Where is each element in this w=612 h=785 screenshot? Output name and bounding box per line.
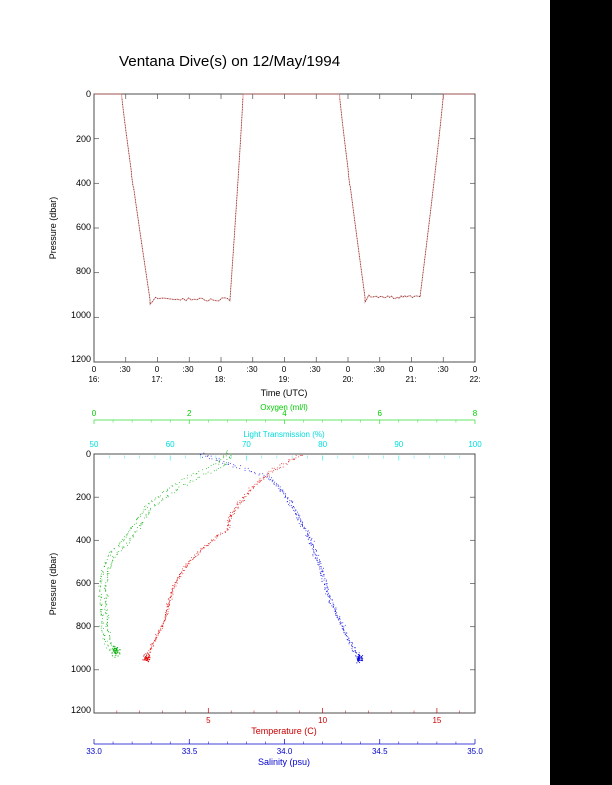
svg-text:34.0: 34.0 bbox=[277, 747, 293, 756]
svg-text:21:: 21: bbox=[405, 375, 416, 384]
svg-text:10: 10 bbox=[318, 716, 327, 725]
svg-text:400: 400 bbox=[76, 178, 91, 188]
svg-text:2: 2 bbox=[187, 409, 192, 418]
svg-text:200: 200 bbox=[76, 134, 91, 144]
svg-text:17:: 17: bbox=[151, 375, 162, 384]
svg-text:Pressure (dbar): Pressure (dbar) bbox=[48, 197, 58, 260]
svg-text::30: :30 bbox=[309, 365, 321, 374]
svg-text:33.5: 33.5 bbox=[182, 747, 198, 756]
svg-text:0: 0 bbox=[409, 365, 414, 374]
svg-text:8: 8 bbox=[473, 409, 478, 418]
svg-text:Salinity (psu): Salinity (psu) bbox=[258, 757, 310, 767]
svg-text:35.0: 35.0 bbox=[467, 747, 483, 756]
svg-text:0: 0 bbox=[282, 365, 287, 374]
svg-text:600: 600 bbox=[76, 578, 91, 588]
svg-text:Time (UTC): Time (UTC) bbox=[261, 388, 308, 398]
svg-text::30: :30 bbox=[246, 365, 258, 374]
svg-text:0: 0 bbox=[473, 365, 478, 374]
svg-text:90: 90 bbox=[394, 440, 403, 449]
svg-text:800: 800 bbox=[76, 266, 91, 276]
svg-text:600: 600 bbox=[76, 222, 91, 232]
svg-text:19:: 19: bbox=[278, 375, 289, 384]
svg-text:Pressure (dbar): Pressure (dbar) bbox=[48, 553, 58, 616]
svg-text:34.5: 34.5 bbox=[372, 747, 388, 756]
svg-text:50: 50 bbox=[90, 440, 99, 449]
svg-text:5: 5 bbox=[206, 716, 211, 725]
svg-text:0: 0 bbox=[92, 365, 97, 374]
svg-text:0: 0 bbox=[346, 365, 351, 374]
svg-text:0: 0 bbox=[155, 365, 160, 374]
svg-text:1000: 1000 bbox=[71, 310, 91, 320]
svg-text:1200: 1200 bbox=[71, 354, 91, 364]
svg-text:200: 200 bbox=[76, 492, 91, 502]
svg-text:33.0: 33.0 bbox=[86, 747, 102, 756]
svg-text:80: 80 bbox=[318, 440, 327, 449]
svg-text:60: 60 bbox=[166, 440, 175, 449]
svg-text:0: 0 bbox=[86, 449, 91, 459]
svg-text:20:: 20: bbox=[342, 375, 353, 384]
svg-text:22:: 22: bbox=[469, 375, 480, 384]
svg-text:15: 15 bbox=[432, 716, 441, 725]
svg-text::30: :30 bbox=[373, 365, 385, 374]
svg-text:18:: 18: bbox=[214, 375, 225, 384]
svg-text:70: 70 bbox=[242, 440, 251, 449]
svg-text:0: 0 bbox=[92, 409, 97, 418]
svg-text:0: 0 bbox=[218, 365, 223, 374]
svg-text::30: :30 bbox=[437, 365, 449, 374]
svg-text:Temperature (C): Temperature (C) bbox=[251, 726, 317, 736]
svg-text:100: 100 bbox=[468, 440, 482, 449]
svg-text:6: 6 bbox=[378, 409, 383, 418]
svg-text:Light Transmission (%): Light Transmission (%) bbox=[243, 430, 325, 439]
svg-text:16:: 16: bbox=[88, 375, 99, 384]
svg-text:1200: 1200 bbox=[71, 705, 91, 715]
svg-text::30: :30 bbox=[182, 365, 194, 374]
svg-text::30: :30 bbox=[119, 365, 131, 374]
svg-text:4: 4 bbox=[282, 409, 287, 418]
svg-text:400: 400 bbox=[76, 535, 91, 545]
svg-text:0: 0 bbox=[86, 89, 91, 99]
svg-text:1000: 1000 bbox=[71, 664, 91, 674]
svg-text:Ventana Dive(s) on 12/May/1994: Ventana Dive(s) on 12/May/1994 bbox=[119, 53, 340, 70]
svg-text:800: 800 bbox=[76, 621, 91, 631]
